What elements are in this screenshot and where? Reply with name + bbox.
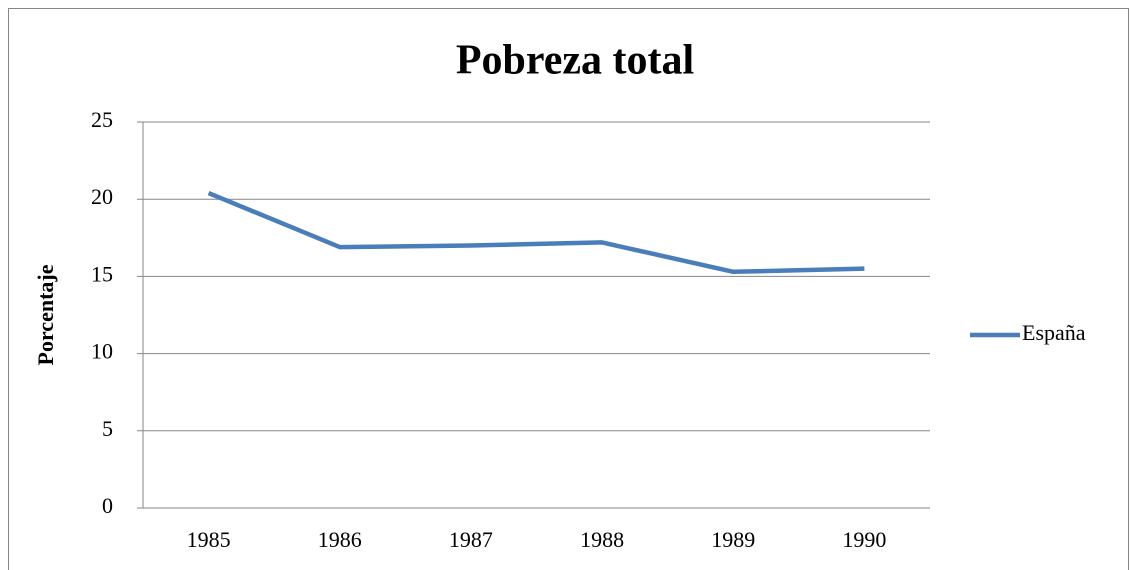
- y-tick-label: 5: [102, 416, 113, 441]
- y-tick-label: 0: [102, 493, 113, 518]
- y-tick-label: 20: [91, 184, 113, 209]
- x-tick-label: 1989: [711, 527, 755, 552]
- chart-title: Pobreza total: [456, 38, 694, 84]
- y-tick-label: 10: [91, 339, 113, 364]
- x-tick-label: 1985: [187, 527, 231, 552]
- x-tick-label: 1990: [842, 527, 886, 552]
- y-axis-label: Porcentaje: [33, 264, 58, 365]
- x-tick-label: 1987: [449, 527, 493, 552]
- x-tick-label: 1986: [318, 527, 362, 552]
- series-line: [207, 190, 865, 275]
- chart-frame: [8, 8, 1129, 570]
- legend-label: España: [1022, 320, 1086, 345]
- y-tick-label: 25: [91, 107, 113, 132]
- x-tick-label: 1988: [580, 527, 624, 552]
- y-tick-label: 15: [91, 261, 113, 286]
